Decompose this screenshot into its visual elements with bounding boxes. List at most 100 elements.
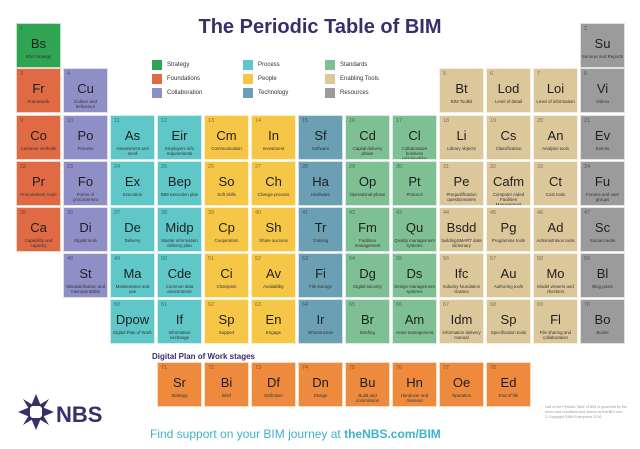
element-tile[interactable]: 73 Df Definition	[251, 362, 296, 407]
element-name: Operation	[451, 393, 472, 398]
element-tile[interactable]: 40 Sh Share success	[251, 207, 296, 252]
element-tile[interactable]: 35 Ca Capability and capacity	[16, 207, 61, 252]
element-tile[interactable]: 66 Am Asset management	[392, 299, 437, 344]
element-tile[interactable]: 16 Cd Capital delivery phase	[345, 115, 390, 160]
element-tile[interactable]: 10 Po Process	[63, 115, 108, 160]
element-tile[interactable]: 8 Vi Videos	[580, 68, 625, 113]
element-tile[interactable]: 69 Fl File sharing and collaboration	[533, 299, 578, 344]
element-number: 63	[255, 302, 262, 308]
element-tile[interactable]: 75 Bu Build and commission	[345, 362, 390, 407]
element-name: Surveys and Reports	[582, 54, 623, 59]
element-tile[interactable]: 51 Ci Champion	[204, 253, 249, 298]
element-symbol: Po	[77, 128, 94, 143]
element-tile[interactable]: 60 Dpow Digital Plan of Work	[110, 299, 155, 344]
element-tile[interactable]: 34 Fu Forums and user groups	[580, 161, 625, 206]
element-tile[interactable]: 26 So Soft skills	[204, 161, 249, 206]
element-name: Information delivery manual	[442, 330, 481, 340]
element-symbol: Av	[266, 266, 281, 281]
element-tile[interactable]: 6 Lod Level of detail	[486, 68, 531, 113]
element-tile[interactable]: 43 Qu Quality management systems	[392, 207, 437, 252]
element-tile[interactable]: 22 Pr Procurement route	[16, 161, 61, 206]
element-tile[interactable]: 63 En Engage	[251, 299, 296, 344]
element-tile[interactable]: 65 Br Briefing	[345, 299, 390, 344]
element-tile[interactable]: 18 Li Library objects	[439, 115, 484, 160]
element-tile[interactable]: 21 Ev Events	[580, 115, 625, 160]
element-tile[interactable]: 76 Hn Handover and closeout	[392, 362, 437, 407]
element-tile[interactable]: 19 Cs Classification	[486, 115, 531, 160]
element-number: 45	[490, 210, 497, 216]
element-tile[interactable]: 61 If Information exchange	[157, 299, 202, 344]
element-tile[interactable]: 32 Cafm Computer Aided Facilities Manageme…	[486, 161, 531, 206]
element-tile[interactable]: 30 Pt Protocol	[392, 161, 437, 206]
element-tile[interactable]: 29 Op Operational phase	[345, 161, 390, 206]
element-tile[interactable]: 50 Cde Common data environment	[157, 253, 202, 298]
element-tile[interactable]: 45 Pg Programme tools	[486, 207, 531, 252]
element-tile[interactable]: 58 Mo Model viewers and checkers	[533, 253, 578, 298]
element-tile[interactable]: 17 Cl Collaborative business relationships	[392, 115, 437, 160]
element-tile[interactable]: 44 Bsdd buildingSMART data dictionary	[439, 207, 484, 252]
legend-swatch	[325, 88, 335, 98]
element-tile[interactable]: 77 Oe Operation	[439, 362, 484, 407]
element-tile[interactable]: 28 Ha Hardware	[298, 161, 343, 206]
element-tile[interactable]: 24 Ex Execution	[110, 161, 155, 206]
element-tile[interactable]: 33 Ct Cost tools	[533, 161, 578, 206]
element-tile[interactable]: 20 An Analysis tools	[533, 115, 578, 160]
element-tile[interactable]: 72 Bi Brief	[204, 362, 249, 407]
element-tile[interactable]: 70 Bo Books	[580, 299, 625, 344]
element-tile[interactable]: 37 De Delivery	[110, 207, 155, 252]
element-number: 67	[443, 302, 450, 308]
element-symbol: Dg	[359, 266, 376, 281]
element-tile[interactable]: 59 Bl Blog posts	[580, 253, 625, 298]
element-tile[interactable]: 78 Ed End of life	[486, 362, 531, 407]
element-tile[interactable]: 39 Cp Cooperation	[204, 207, 249, 252]
element-tile[interactable]: 31 Pe Prequalification questionnaires	[439, 161, 484, 206]
element-tile[interactable]: 68 Sp Specification tools	[486, 299, 531, 344]
element-tile[interactable]: 15 Sf Software	[298, 115, 343, 160]
element-tile[interactable]: 74 Dn Design	[298, 362, 343, 407]
element-tile[interactable]: 52 Av Availability	[251, 253, 296, 298]
element-symbol: Fr	[32, 81, 45, 96]
element-tile[interactable]: 5 Bt BIM Toolkit	[439, 68, 484, 113]
element-tile[interactable]: 1 Bs BIM Strategy	[16, 23, 61, 68]
element-tile[interactable]: 12 Eir Employers info requirements	[157, 115, 202, 160]
element-tile[interactable]: 53 Fi File storage	[298, 253, 343, 298]
element-tile[interactable]: 27 Ch Change process	[251, 161, 296, 206]
element-tile[interactable]: 4 Cu Culture and behaviour	[63, 68, 108, 113]
element-tile[interactable]: 11 As Assessment and need	[110, 115, 155, 160]
element-tile[interactable]: 7 Loi Level of information	[533, 68, 578, 113]
element-symbol: En	[265, 312, 282, 327]
element-tile[interactable]: 48 St Standardisation and Interoperability	[63, 253, 108, 298]
element-tile[interactable]: 56 Ifc Industry foundation classes	[439, 253, 484, 298]
element-name: Delivery	[124, 238, 141, 243]
element-tile[interactable]: 49 Ma Maintenance and use	[110, 253, 155, 298]
element-tile[interactable]: 46 Ad Administration tools	[533, 207, 578, 252]
element-tile[interactable]: 3 Fr Framework	[16, 68, 61, 113]
legend-label: Standards	[340, 62, 368, 68]
element-name: Maintenance and use	[115, 284, 150, 294]
element-tile[interactable]: 38 Midp Master information delivery plan	[157, 207, 202, 252]
element-tile[interactable]: 55 Ds Design management systems	[392, 253, 437, 298]
element-tile[interactable]: 13 Cm Communication	[204, 115, 249, 160]
element-symbol: Ev	[594, 128, 611, 143]
element-tile[interactable]: 54 Dg Digital security	[345, 253, 390, 298]
element-tile[interactable]: 9 Co Common methods	[16, 115, 61, 160]
element-tile[interactable]: 25 Bep BIM execution plan	[157, 161, 202, 206]
element-tile[interactable]: 14 In Investment	[251, 115, 296, 160]
element-name: Change process	[257, 192, 290, 197]
element-tile[interactable]: 23 Fo Forms of procurement	[63, 161, 108, 206]
element-tile[interactable]: 36 Di Digital tools	[63, 207, 108, 252]
footer-link[interactable]: theNBS.com/BIM	[344, 427, 441, 441]
element-tile[interactable]: 57 Au Authoring tools	[486, 253, 531, 298]
element-tile[interactable]: 62 Sp Support	[204, 299, 249, 344]
element-symbol: Pg	[500, 220, 517, 235]
element-tile[interactable]: 47 Sc Social media	[580, 207, 625, 252]
element-tile[interactable]: 71 Sr Strategy	[157, 362, 202, 407]
element-tile[interactable]: 67 Idm Information delivery manual	[439, 299, 484, 344]
element-name: Build and commission	[355, 393, 380, 403]
element-tile[interactable]: 2 Su Surveys and Reports	[580, 23, 625, 68]
element-tile[interactable]: 64 Ir Infrastructure	[298, 299, 343, 344]
element-number: 30	[396, 164, 403, 170]
element-tile[interactable]: 41 Tr Training	[298, 207, 343, 252]
element-name: buildingSMART data dictionary	[441, 238, 482, 248]
element-tile[interactable]: 42 Fm Facilities management	[345, 207, 390, 252]
